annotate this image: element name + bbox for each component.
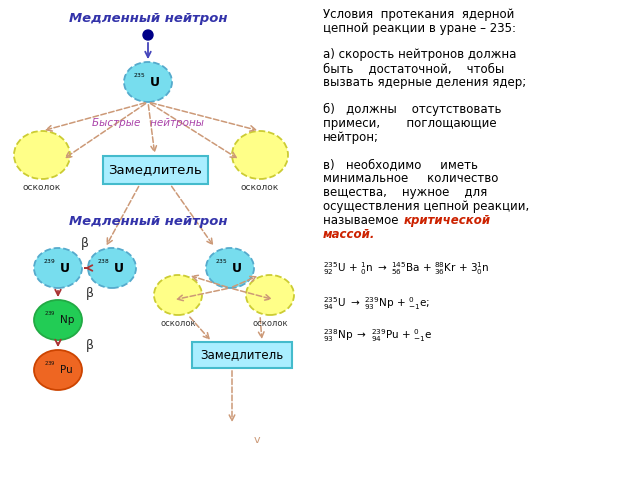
Text: U: U — [60, 262, 70, 275]
Text: $^{239}$: $^{239}$ — [44, 360, 56, 370]
Text: осуществления цепной реакции,: осуществления цепной реакции, — [323, 200, 529, 213]
Text: цепной реакции в уране – 235:: цепной реакции в уране – 235: — [323, 22, 516, 35]
Text: осколок: осколок — [252, 319, 288, 328]
Text: вызвать ядерные деления ядер;: вызвать ядерные деления ядер; — [323, 76, 526, 89]
Text: $^{238}_{93}$Np $\rightarrow$ $^{239}_{94}$Pu + $^{0}_{-1}$e: $^{238}_{93}$Np $\rightarrow$ $^{239}_{9… — [323, 327, 432, 344]
Ellipse shape — [88, 248, 136, 288]
Ellipse shape — [34, 300, 82, 340]
Ellipse shape — [232, 131, 288, 179]
Text: называемое: называемое — [323, 214, 403, 227]
Text: Медленный нейтрон: Медленный нейтрон — [68, 215, 227, 228]
Text: массой.: массой. — [323, 228, 376, 241]
Text: U: U — [150, 75, 160, 88]
Text: v: v — [253, 435, 260, 445]
Text: нейтрон;: нейтрон; — [323, 131, 379, 144]
Text: минимальное     количество: минимальное количество — [323, 172, 499, 185]
Text: β: β — [86, 338, 94, 351]
Text: примеси,       поглощающие: примеси, поглощающие — [323, 117, 497, 130]
Text: $^{239}$: $^{239}$ — [43, 259, 56, 267]
Text: Замедлитель: Замедлитель — [108, 164, 202, 177]
Ellipse shape — [124, 62, 172, 102]
Ellipse shape — [246, 275, 294, 315]
Text: быть    достаточной,    чтобы: быть достаточной, чтобы — [323, 62, 504, 75]
Text: $^{239}$: $^{239}$ — [44, 311, 56, 320]
Text: $^{235}_{92}$U + $^{1}_{0}$n $\rightarrow$ $^{145}_{56}$Ba + $^{88}_{36}$Kr + 3$: $^{235}_{92}$U + $^{1}_{0}$n $\rightarro… — [323, 260, 490, 277]
Text: Быстрые   нейтроны: Быстрые нейтроны — [92, 118, 204, 128]
Ellipse shape — [206, 248, 254, 288]
Text: Замедлитель: Замедлитель — [200, 348, 284, 361]
Text: U: U — [114, 262, 124, 275]
FancyBboxPatch shape — [192, 342, 292, 368]
Ellipse shape — [143, 30, 153, 40]
FancyBboxPatch shape — [102, 156, 207, 184]
Text: Np: Np — [60, 315, 74, 325]
Text: Условия  протекания  ядерной: Условия протекания ядерной — [323, 8, 515, 21]
Text: б)   должны    отсутствовать: б) должны отсутствовать — [323, 103, 502, 116]
Text: $^{235}_{94}$U $\rightarrow$ $^{239}_{93}$Np + $^{0}_{-1}$e;: $^{235}_{94}$U $\rightarrow$ $^{239}_{93… — [323, 295, 430, 312]
Text: $^{238}$: $^{238}$ — [97, 259, 110, 267]
Text: $^{235}$: $^{235}$ — [215, 259, 228, 267]
Text: осколок: осколок — [160, 319, 196, 328]
Text: Медленный нейтрон: Медленный нейтрон — [68, 12, 227, 25]
Text: а) скорость нейтронов должна: а) скорость нейтронов должна — [323, 48, 516, 61]
Ellipse shape — [14, 131, 70, 179]
Text: β: β — [86, 288, 94, 300]
Text: Pu: Pu — [60, 365, 73, 375]
Text: вещества,    нужное    для: вещества, нужное для — [323, 186, 487, 199]
Ellipse shape — [34, 248, 82, 288]
Text: β: β — [81, 237, 89, 250]
Text: $^{235}$: $^{235}$ — [133, 72, 146, 82]
Text: осколок: осколок — [23, 183, 61, 192]
Text: U: U — [232, 262, 242, 275]
Ellipse shape — [34, 350, 82, 390]
Text: осколок: осколок — [241, 183, 279, 192]
Text: в)   необходимо     иметь: в) необходимо иметь — [323, 158, 478, 171]
Ellipse shape — [154, 275, 202, 315]
Text: критической: критической — [404, 214, 491, 227]
